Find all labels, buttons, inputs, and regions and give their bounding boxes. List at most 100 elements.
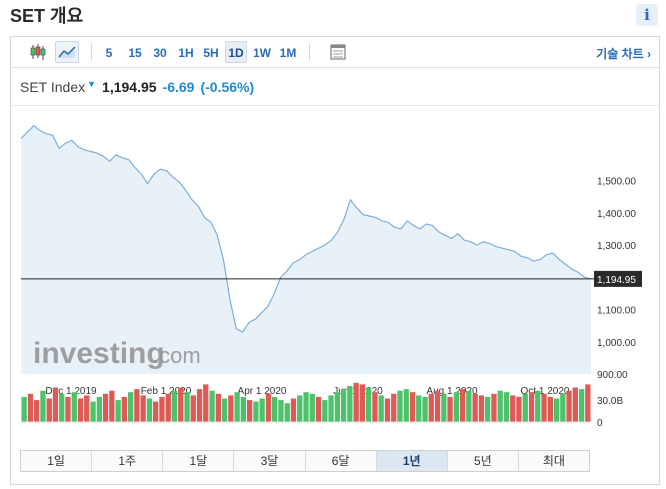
volume-bar [535,390,541,422]
volume-bar [209,390,215,422]
volume-bar [566,390,572,422]
volume-bar [190,395,196,422]
volume-bar [153,401,159,422]
technical-chart-link[interactable]: 기술 차트 › [596,47,651,61]
volume-bar [65,396,71,422]
price-chart[interactable]: 1,500.00 1,400.00 1,300.00 1,100.00 1,000.00… [11,106,659,446]
interval-1d[interactable]: 1D [225,41,247,63]
info-icon[interactable]: i [636,4,658,26]
page-title: SET 개요 [10,6,84,26]
volume-bar [52,387,59,422]
volume-bar [434,390,441,422]
volume-max-label: 30.0B [597,396,623,407]
volume-bar [328,395,334,422]
volume-bar [59,393,65,422]
interval-1m[interactable]: 1M [279,46,297,60]
volume-bar [441,393,447,422]
range-3m[interactable]: 3달 [234,451,306,471]
volume-bar [34,400,40,422]
volume-bar [485,396,491,422]
table-icon[interactable] [326,41,350,63]
volume-bar [397,390,403,422]
volume-bar [491,393,497,422]
volume-bar [27,393,34,422]
volume-bar [284,403,290,422]
range-max[interactable]: 최대 [518,451,589,471]
range-1m[interactable]: 1달 [163,451,235,471]
volume-bar [478,395,485,422]
candlestick-icon[interactable] [26,41,50,63]
volume-bar [409,392,416,422]
instrument-name: SET Index [20,79,86,95]
chart-toolbar: 5 15 30 1H 5H 1D 1W 1M 기술 차트 › [11,37,659,68]
volume-bar [109,390,115,422]
volume-bar [503,392,510,422]
volume-bar [247,400,253,422]
volume-bar [403,389,409,422]
volume-bar [272,396,278,422]
price-change-percent: (-0.56%) [200,79,255,95]
area-chart-icon[interactable] [55,41,79,63]
y-tick-label: 1,400.00 [597,209,636,220]
volume-bar [528,392,535,422]
volume-bar [466,390,472,422]
volume-bar [297,395,303,422]
chart-widget: 5 15 30 1H 5H 1D 1W 1M 기술 차트 › SET Index [10,36,660,485]
y-tick-label: 900.00 [597,370,628,381]
range-1w[interactable]: 1주 [92,451,164,471]
y-tick-label: 1,000.00 [597,338,636,349]
volume-bar [203,384,209,422]
volume-bar [334,392,340,422]
price-change: -6.69 [162,79,195,95]
volume-bar [579,389,585,422]
volume-bar [472,393,478,422]
volume-bar [140,395,146,422]
volume-bar [516,396,522,422]
range-selector: 1일 1주 1달 3달 6달 1년 5년 최대 [20,450,590,472]
range-1y[interactable]: 1년 [376,451,448,471]
volume-bar [159,396,165,422]
volume-bar [102,393,109,422]
volume-bar [278,400,284,422]
range-6m[interactable]: 6달 [305,451,377,471]
interval-1w[interactable]: 1W [253,46,271,60]
volume-bar [428,393,434,422]
x-tick-label: Oct 1 2020 [521,386,570,397]
volume-bar [196,389,203,422]
volume-bar [560,393,566,422]
quote-line: SET Index ▼ 1,194.95 -6.69 (-0.56%) [20,79,254,95]
toolbar-separator [91,43,92,61]
interval-15[interactable]: 15 [128,46,142,60]
volume-bar [447,396,453,422]
volume-bar [366,387,372,422]
interval-5[interactable]: 5 [105,46,113,60]
volume-bar [84,395,90,422]
volume-bar [547,396,553,422]
volume-bar [234,392,240,422]
volume-bar [290,398,297,422]
volume-bar [585,384,591,422]
volume-bar [115,400,121,422]
y-tick-label: 1,100.00 [597,306,636,317]
volume-zero-label: 0 [597,418,603,429]
range-5y[interactable]: 5년 [447,451,519,471]
interval-1h[interactable]: 1H [178,46,194,60]
volume-bar [422,396,428,422]
toolbar-separator [309,43,310,61]
volume-bar [253,401,259,422]
volume-bar [240,396,246,422]
volume-bar [553,398,560,422]
volume-bar [40,390,46,422]
interval-5h[interactable]: 5H [203,46,219,60]
range-1d[interactable]: 1일 [21,451,93,471]
volume-bar [21,396,27,422]
volume-bar [541,393,547,422]
volume-bar [510,395,516,422]
y-tick-label: 1,500.00 [597,177,636,188]
volume-bar [121,396,127,422]
interval-30[interactable]: 30 [153,46,167,60]
volume-bar [416,395,422,422]
volume-bar [178,387,184,422]
x-tick-label: Aug 1 2020 [426,386,478,397]
volume-bar [322,400,328,422]
